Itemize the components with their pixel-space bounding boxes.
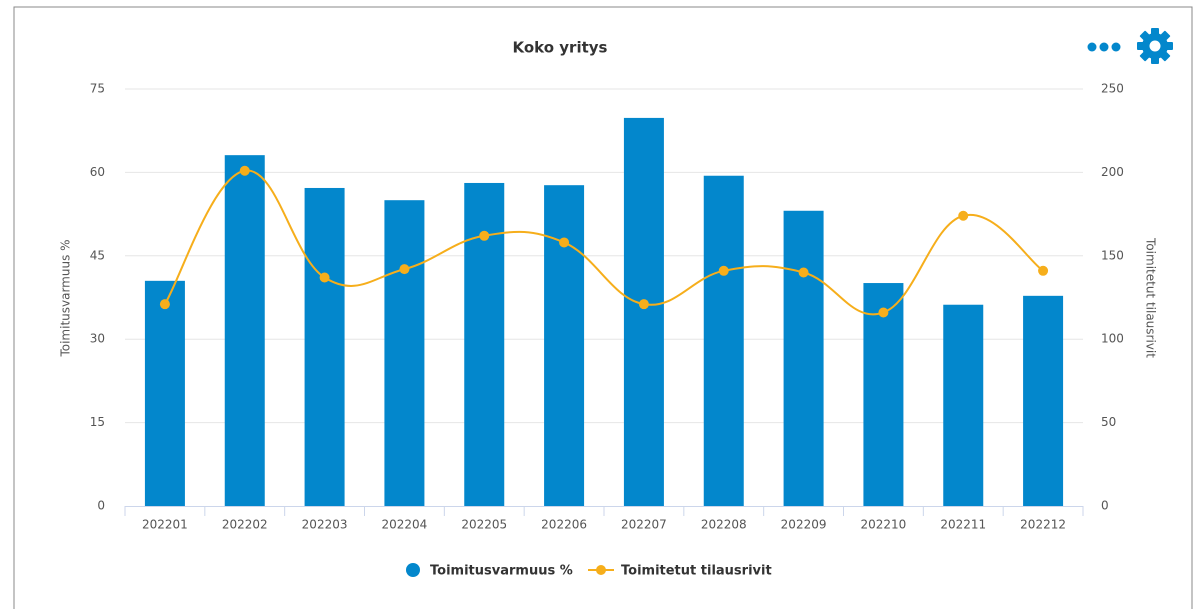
y-tick-label: 15 bbox=[90, 415, 105, 429]
bar bbox=[943, 304, 984, 506]
bar bbox=[703, 175, 744, 506]
line-marker bbox=[479, 230, 490, 241]
y-tick-label: 60 bbox=[90, 165, 105, 179]
x-tick-label: 202206 bbox=[541, 518, 587, 532]
x-tick-label: 202212 bbox=[1020, 518, 1066, 532]
chart-title: Koko yritys bbox=[513, 39, 608, 57]
line-marker bbox=[798, 267, 809, 278]
bar bbox=[384, 200, 425, 506]
y-tick-label: 75 bbox=[90, 82, 105, 96]
line-marker bbox=[159, 299, 170, 310]
x-tick-label: 202208 bbox=[701, 518, 747, 532]
y2-tick-label: 0 bbox=[1101, 499, 1109, 513]
y-axis-title: Toimitusvarmuus % bbox=[59, 239, 73, 357]
menu-icon[interactable] bbox=[1087, 42, 1121, 52]
bar bbox=[863, 283, 904, 506]
bar bbox=[304, 187, 345, 506]
bar bbox=[623, 117, 664, 507]
panel-border bbox=[13, 6, 1193, 609]
line-marker bbox=[718, 265, 729, 276]
settings-icon[interactable] bbox=[1137, 28, 1173, 64]
y2-tick-label: 150 bbox=[1101, 248, 1124, 262]
line-marker bbox=[638, 299, 649, 310]
bar bbox=[224, 155, 265, 506]
y-tick-label: 30 bbox=[90, 332, 105, 346]
bar bbox=[783, 210, 824, 507]
line-marker bbox=[399, 264, 410, 275]
y2-tick-label: 100 bbox=[1101, 332, 1124, 346]
legend-swatch bbox=[596, 565, 606, 575]
y2-tick-label: 250 bbox=[1101, 82, 1124, 96]
line-marker bbox=[559, 237, 570, 248]
legend-label: Toimitusvarmuus % bbox=[430, 564, 573, 579]
y-tick-label: 0 bbox=[97, 499, 105, 513]
y2-axis-title: Toimitetut tilausrivit bbox=[1144, 237, 1158, 358]
x-tick-label: 202202 bbox=[222, 518, 268, 532]
x-tick-label: 202207 bbox=[621, 518, 667, 532]
x-tick-label: 202201 bbox=[142, 518, 188, 532]
bar bbox=[544, 185, 585, 507]
legend-swatch bbox=[406, 563, 420, 577]
line-marker bbox=[319, 272, 330, 283]
y2-tick-label: 50 bbox=[1101, 415, 1116, 429]
y2-tick-label: 200 bbox=[1101, 165, 1124, 179]
x-tick-label: 202204 bbox=[382, 518, 428, 532]
line bbox=[164, 169, 1044, 316]
x-tick-label: 202209 bbox=[781, 518, 827, 532]
bar bbox=[144, 280, 185, 506]
y-tick-label: 45 bbox=[90, 248, 105, 262]
line-marker bbox=[1038, 265, 1049, 276]
line-marker bbox=[239, 165, 250, 176]
legend-label: Toimitetut tilausrivit bbox=[621, 564, 772, 579]
x-tick-label: 202205 bbox=[461, 518, 507, 532]
bar bbox=[1023, 295, 1064, 506]
x-tick-label: 202203 bbox=[302, 518, 348, 532]
line-marker bbox=[878, 307, 889, 318]
x-tick-label: 202210 bbox=[861, 518, 907, 532]
x-tick-label: 202211 bbox=[940, 518, 986, 532]
line-marker bbox=[958, 210, 969, 221]
